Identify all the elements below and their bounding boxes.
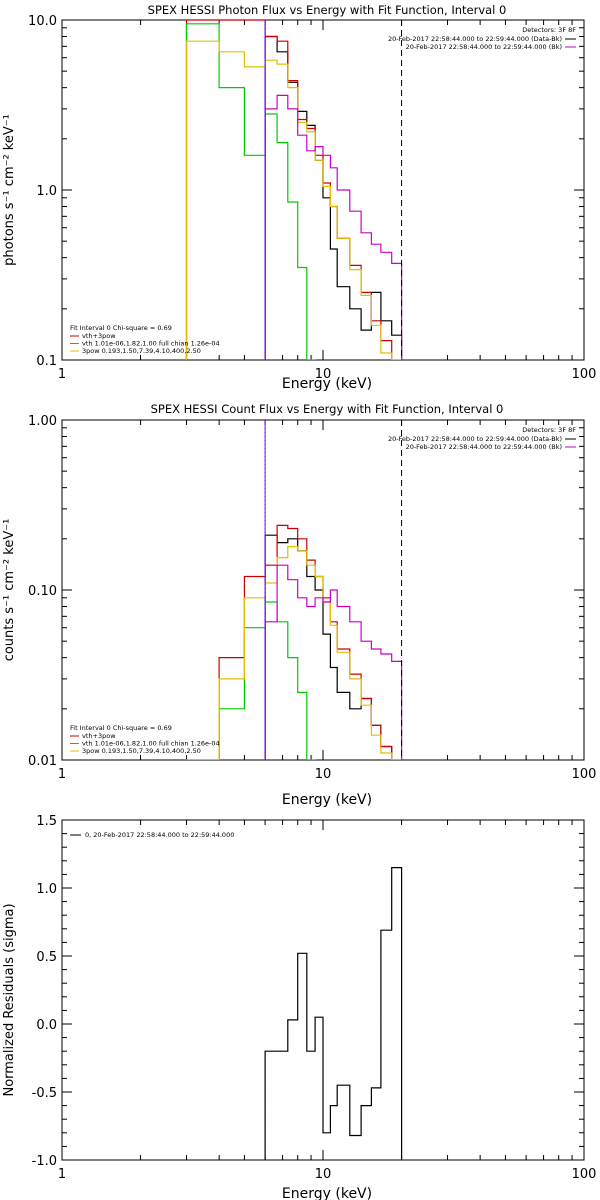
- photon-flux-ytick-label: 0.1: [36, 354, 57, 369]
- count-flux-fit-legend-header: Fit Interval 0 Chi-square = 0.69: [70, 724, 172, 732]
- count-flux-legend-entry: 20-Feb-2017 22:58:44.000 to 22:59:44.000…: [388, 435, 562, 443]
- count-flux-xtick-label: 10: [315, 767, 332, 782]
- residuals-legend-entry: 0, 20-Feb-2017 22:58:44.000 to 22:59:44.…: [85, 831, 234, 839]
- residuals-ytick-label: 0.0: [36, 1018, 57, 1033]
- photon-flux-series-group: [185, 20, 403, 360]
- residuals-ytick-label: 1.0: [36, 882, 57, 897]
- residuals-xtick-label: 1: [58, 1167, 66, 1182]
- photon-flux-legend-header: Detectors: 3F 8F: [522, 26, 576, 34]
- count-flux-title: SPEX HESSI Count Flux vs Energy with Fit…: [151, 402, 504, 416]
- photon-flux-fit-legend-entry: 3pow 0.193,1.50,7.39,4.10,400,2.50: [82, 347, 201, 355]
- residuals-xlabel: Energy (keV): [282, 1186, 372, 1200]
- count-flux-ytick-label: 1.00: [28, 414, 57, 429]
- photon-flux-series--bk-: [264, 94, 403, 360]
- photon-flux-fit-legend-entry: vth+3pow: [82, 332, 116, 340]
- count-flux-series--bk-: [264, 564, 403, 760]
- residuals-series-group: [264, 867, 403, 1160]
- count-flux-ylabel: counts s⁻¹ cm⁻² keV⁻¹: [2, 519, 17, 662]
- photon-flux-xtick-label: 10: [315, 367, 332, 382]
- count-flux-series-group: [185, 524, 403, 760]
- photon-flux-ytick-label: 1.0: [36, 184, 57, 199]
- photon-flux-ylabel: photons s⁻¹ cm⁻² keV⁻¹: [2, 114, 17, 266]
- residuals-panel: Energy (keV) Normalized Residuals (sigma…: [2, 814, 596, 1200]
- photon-flux-fit-legend-entry: vth 1.01e-06,1.82,1.00 full chian 1.26e-…: [82, 340, 220, 348]
- residuals-ytick-label: -0.5: [32, 1086, 57, 1101]
- photon-flux-panel: SPEX HESSI Photon Flux vs Energy with Fi…: [2, 3, 596, 392]
- residuals-xtick-label: 100: [572, 1167, 597, 1182]
- photon-flux-xtick-label: 100: [572, 367, 597, 382]
- count-flux-legend-header: Detectors: 3F 8F: [522, 426, 576, 434]
- count-flux-panel: SPEX HESSI Count Flux vs Energy with Fit…: [2, 402, 596, 808]
- count-flux-fit-legend-entry: vth 1.01e-06,1.82,1.00 full chian 1.26e-…: [82, 740, 220, 748]
- photon-flux-fit-legend-header: Fit Interval 0 Chi-square = 0.69: [70, 324, 172, 332]
- photon-flux-xtick-label: 1: [58, 367, 66, 382]
- count-flux-ytick-label: 0.10: [28, 584, 57, 599]
- count-flux-fit-legend-entry: 3pow 0.193,1.50,7.39,4.10,400,2.50: [82, 747, 201, 755]
- photon-flux-ytick-label: 10.0: [28, 14, 57, 29]
- residuals-ylabel: Normalized Residuals (sigma): [2, 903, 17, 1096]
- photon-flux-legend-entry: 20-Feb-2017 22:58:44.000 to 22:59:44.000…: [388, 35, 562, 43]
- count-flux-series-3pow: [185, 546, 403, 760]
- count-flux-xtick-label: 100: [572, 767, 597, 782]
- photon-flux-series-3pow: [185, 40, 403, 360]
- residuals-ytick-label: -1.0: [32, 1154, 57, 1169]
- photon-flux-title: SPEX HESSI Photon Flux vs Energy with Fi…: [148, 3, 507, 17]
- residuals-xtick-label: 10: [315, 1167, 332, 1182]
- count-flux-legend-entry: 20-Feb-2017 22:58:44.000 to 22:59:44.000…: [406, 443, 562, 451]
- count-flux-xlabel: Energy (keV): [282, 792, 372, 808]
- photon-flux-xlabel: Energy (keV): [282, 376, 372, 392]
- count-flux-xtick-label: 1: [58, 767, 66, 782]
- count-flux-ytick-label: 0.01: [28, 754, 57, 769]
- count-flux-fit-legend-entry: vth+3pow: [82, 732, 116, 740]
- photon-flux-legend-entry: 20-Feb-2017 22:58:44.000 to 22:59:44.000…: [406, 43, 562, 51]
- residuals-ytick-label: 1.5: [36, 814, 57, 829]
- photon-flux-series-vth: [185, 23, 316, 360]
- residuals-series-0-20-feb-2017-22-58-44-000-to-22-59-44-000: [264, 867, 403, 1160]
- residuals-ytick-label: 0.5: [36, 950, 57, 965]
